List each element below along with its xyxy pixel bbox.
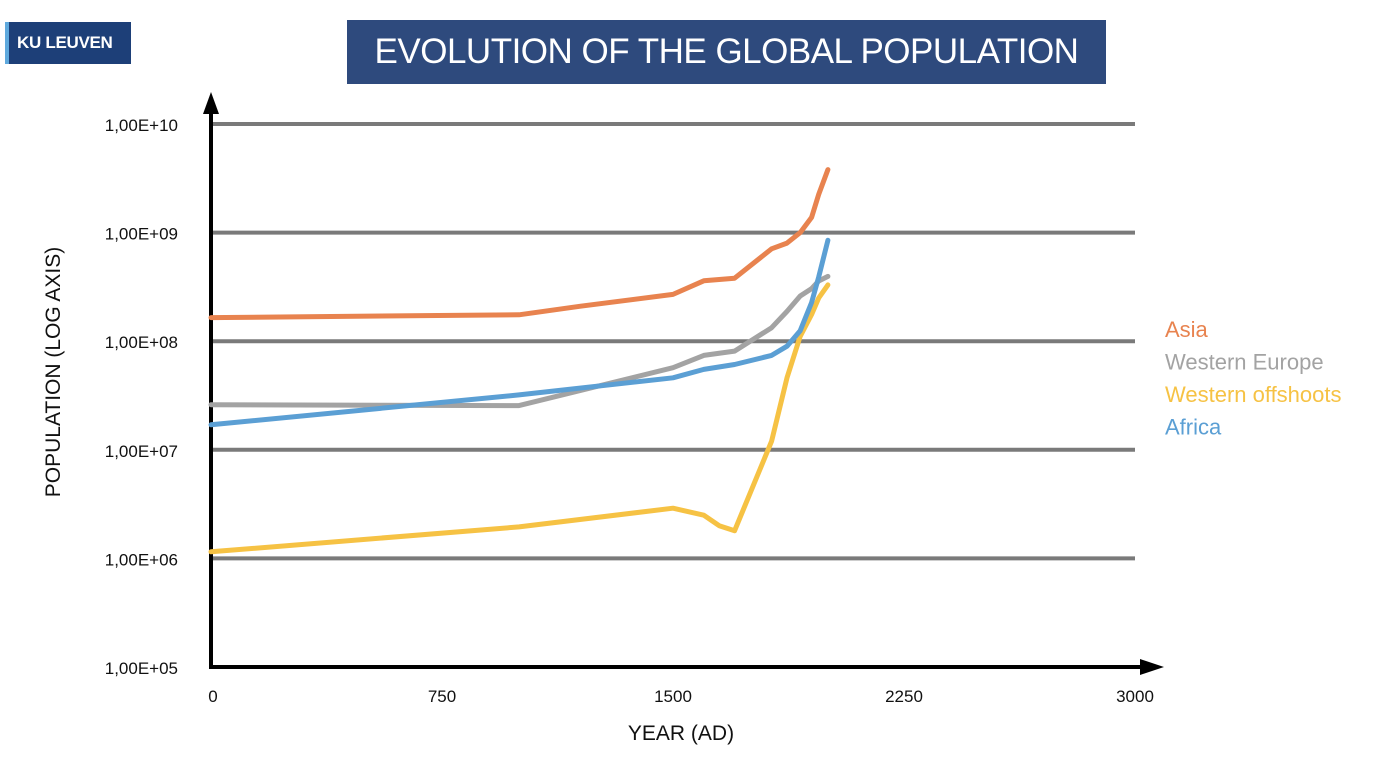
axes xyxy=(203,92,1164,675)
x-tick-label: 3000 xyxy=(1116,687,1154,706)
y-tick-label: 1,00E+08 xyxy=(105,333,178,352)
x-axis-arrow xyxy=(1140,659,1164,675)
x-tick-label: 750 xyxy=(428,687,456,706)
x-axis-title: YEAR (AD) xyxy=(628,722,734,745)
legend-entry-asia: Asia xyxy=(1165,317,1209,342)
ku-leuven-logo: KU LEUVEN xyxy=(5,22,131,64)
y-tick-label: 1,00E+06 xyxy=(105,550,178,569)
x-tick-label: 2250 xyxy=(885,687,923,706)
legend-entry-western-offshoots: Western offshoots xyxy=(1165,382,1342,407)
logo-text: KU LEUVEN xyxy=(17,33,113,52)
x-tick-label: 0 xyxy=(208,687,217,706)
y-tick-label: 1,00E+07 xyxy=(105,442,178,461)
y-tick-label: 1,00E+05 xyxy=(105,659,178,678)
legend-entry-africa: Africa xyxy=(1165,415,1222,440)
slide-title: EVOLUTION OF THE GLOBAL POPULATION xyxy=(374,32,1079,71)
x-tick-labels: 0 750 1500 2250 3000 xyxy=(208,687,1154,706)
gridlines xyxy=(211,122,1135,561)
slide-title-banner: EVOLUTION OF THE GLOBAL POPULATION xyxy=(347,20,1106,84)
y-axis-title: POPULATION (LOG AXIS) xyxy=(42,247,65,498)
y-axis-arrow xyxy=(203,92,219,114)
legend: Asia Western Europe Western offshoots Afric… xyxy=(1165,317,1342,440)
y-tick-label: 1,00E+10 xyxy=(105,116,178,135)
y-tick-label: 1,00E+09 xyxy=(105,225,178,244)
series-line-africa xyxy=(208,237,831,428)
y-tick-labels: 1,00E+05 1,00E+06 1,00E+07 1,00E+08 1,00E+09… xyxy=(105,116,178,678)
legend-entry-western-europe: Western Europe xyxy=(1165,350,1324,375)
x-tick-label: 1500 xyxy=(654,687,692,706)
series-lines xyxy=(208,167,831,555)
series-line-western-offshoots xyxy=(208,282,831,555)
series-line-asia xyxy=(208,167,831,321)
